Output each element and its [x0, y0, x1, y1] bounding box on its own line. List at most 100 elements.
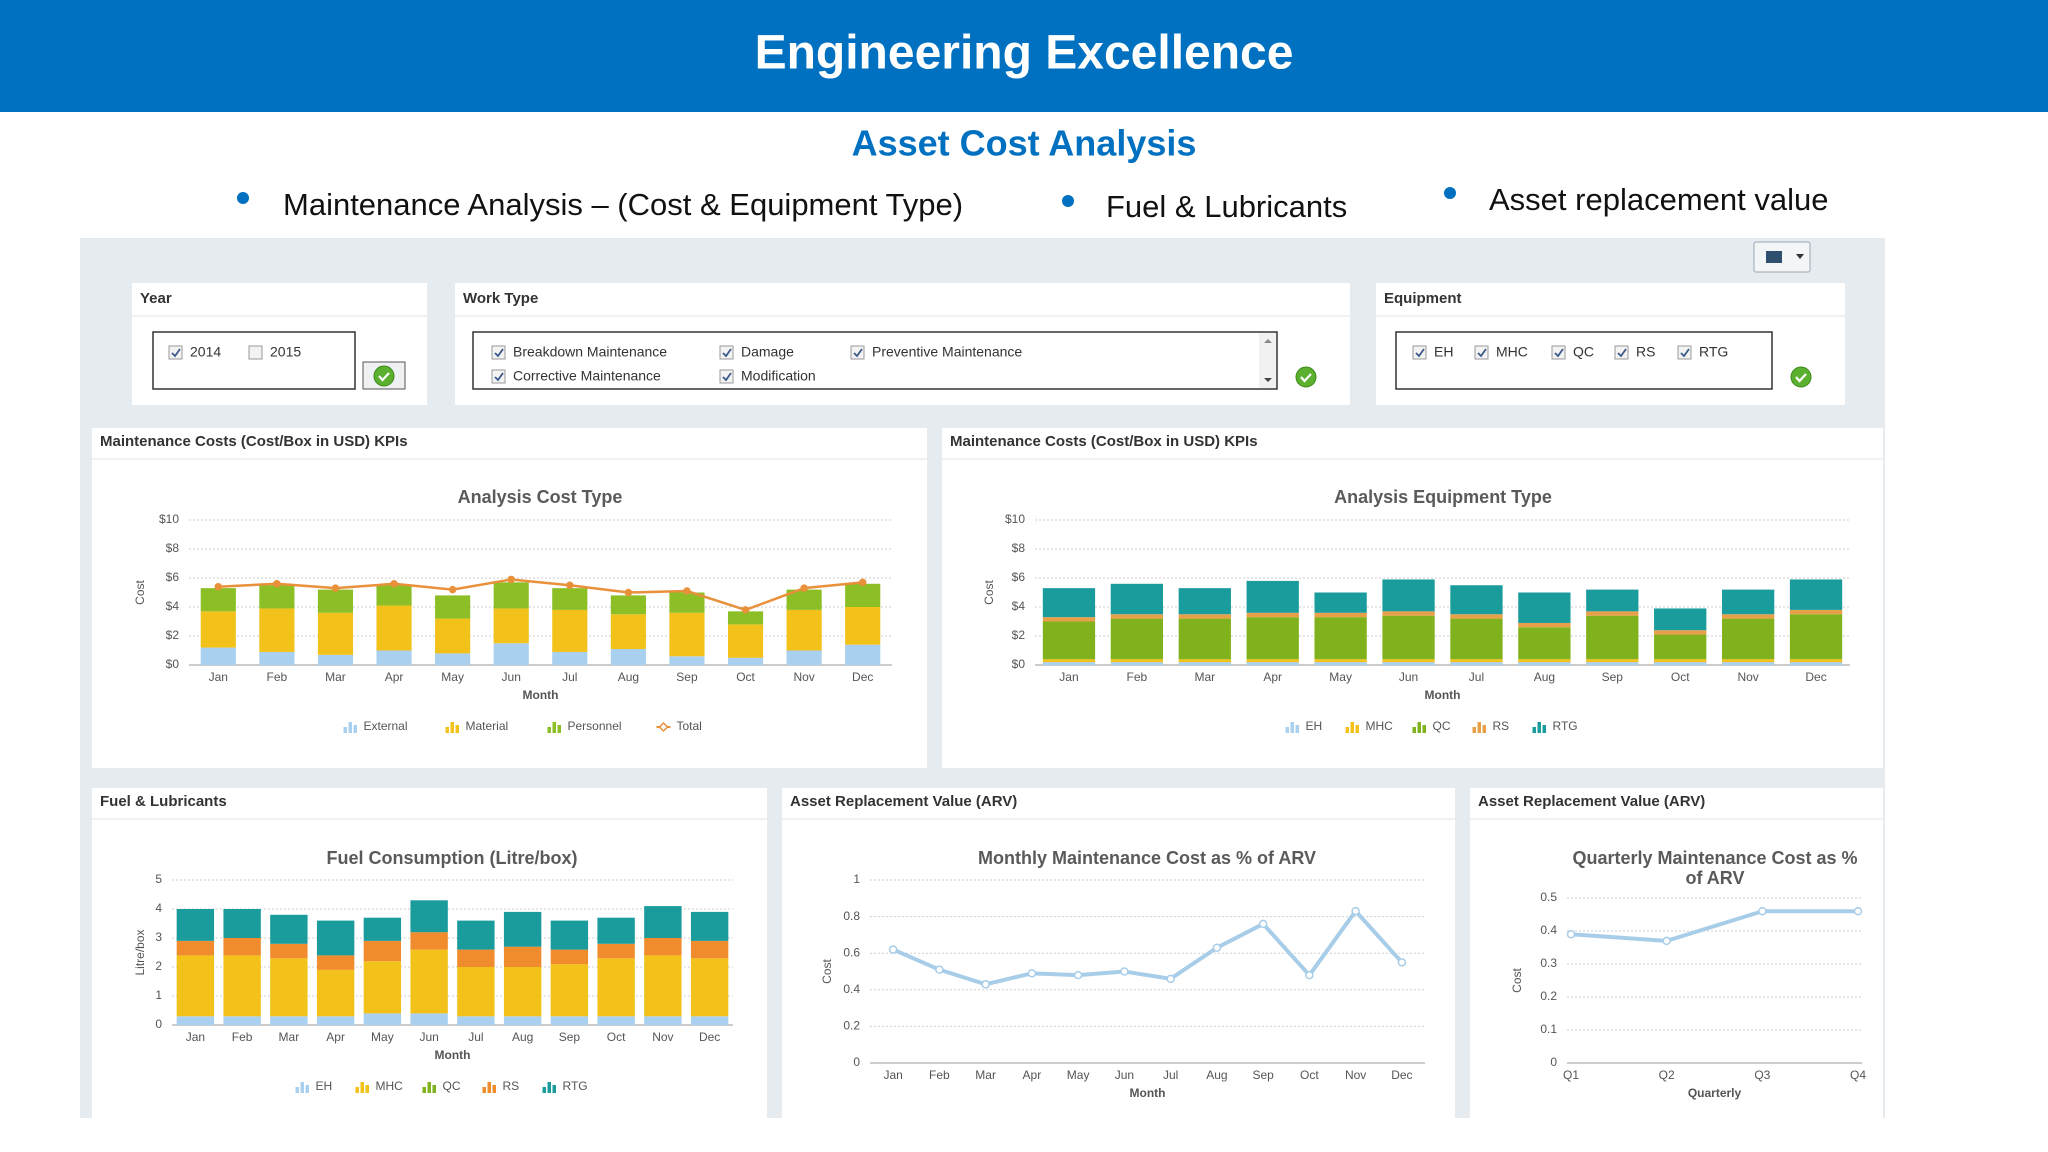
filter-box	[472, 331, 1278, 390]
checkbox[interactable]	[168, 345, 183, 360]
checkbox[interactable]	[850, 345, 865, 360]
y-tick-label: 0	[155, 1017, 162, 1031]
y-tick-label: $0	[1012, 657, 1026, 671]
legend-icon	[432, 1085, 436, 1093]
bar-segment	[1721, 659, 1775, 663]
bar-segment	[1382, 615, 1435, 660]
scrollbar	[1259, 333, 1276, 388]
legend-label: RS	[1493, 719, 1510, 733]
apply-button[interactable]	[1790, 366, 1812, 388]
bar-segment	[223, 1016, 261, 1025]
bar-segment	[552, 588, 588, 610]
legend-icon	[450, 722, 454, 733]
checkbox-tick	[1477, 348, 1487, 358]
bar-segment	[435, 618, 471, 654]
checkbox-tick	[1617, 348, 1627, 358]
chart-title: Quarterly Maintenance Cost as % of ARV	[1572, 848, 1858, 888]
line-marker	[566, 581, 574, 589]
legend-icon	[1532, 727, 1536, 733]
legend-label: Material	[466, 719, 509, 733]
bar-segment	[493, 643, 529, 665]
bar-segment	[176, 940, 215, 956]
legend-icon	[552, 722, 556, 733]
x-tick-label: Jul	[562, 670, 577, 684]
x-tick-label: Mar	[325, 670, 346, 684]
legend-label: Total	[677, 719, 702, 733]
apply-button[interactable]	[373, 365, 395, 387]
x-axis-title: Month	[1130, 1086, 1166, 1100]
checkbox[interactable]	[1412, 345, 1427, 360]
checkbox[interactable]	[248, 345, 263, 360]
checkbox[interactable]	[719, 369, 734, 384]
bar-segment	[457, 967, 495, 1017]
checkbox[interactable]	[1474, 345, 1489, 360]
bar-segment	[1654, 662, 1707, 665]
checkbox[interactable]	[1677, 345, 1692, 360]
bar-segment	[1314, 617, 1367, 660]
filter-option: Damage	[741, 344, 794, 360]
bar-segment	[550, 1016, 589, 1025]
bar-segment	[552, 609, 588, 652]
legend-icon	[355, 1087, 359, 1093]
bar-segment	[376, 605, 412, 651]
bar-segment	[727, 611, 764, 625]
bar-segment	[200, 588, 236, 612]
legend-icon	[1477, 722, 1481, 733]
bar-segment	[363, 940, 402, 962]
panel-title: Asset Replacement Value (ARV)	[790, 793, 1017, 810]
export-button[interactable]	[1753, 241, 1811, 273]
filter-title: Year	[140, 290, 172, 307]
line-marker	[800, 584, 808, 592]
x-tick-label: Sep	[1252, 1068, 1274, 1082]
legend-icon	[547, 1082, 551, 1093]
legend-icon	[300, 1082, 304, 1093]
bar-segment	[1382, 611, 1435, 616]
bullet-text: Asset replacement value	[1489, 182, 1828, 217]
checkbox[interactable]	[491, 345, 506, 360]
bar-segment	[1042, 659, 1096, 663]
legend-icon	[422, 1087, 426, 1093]
line-marker	[1166, 974, 1175, 984]
x-tick-label: Sep	[1602, 670, 1624, 684]
apply-check	[1795, 373, 1807, 383]
x-tick-label: Aug	[618, 670, 639, 684]
checkbox[interactable]	[719, 345, 734, 360]
bar-segment	[270, 914, 308, 944]
scroll-up	[1264, 339, 1272, 343]
legend-label: RTG	[563, 1079, 588, 1093]
bar-segment	[270, 1016, 308, 1025]
legend-icon	[557, 725, 561, 733]
bar-segment	[223, 909, 261, 938]
line-marker	[390, 580, 398, 588]
y-tick-label: 0.4	[1540, 923, 1557, 937]
line-series	[218, 578, 863, 612]
checkbox[interactable]	[1551, 345, 1566, 360]
bar-segment	[176, 909, 215, 941]
x-tick-label: Apr	[1023, 1068, 1042, 1082]
bar-segment	[845, 583, 881, 607]
bar-segment	[259, 651, 295, 665]
export-icon	[1766, 251, 1782, 263]
y-tick-label: $8	[1012, 541, 1026, 555]
x-tick-label: Q3	[1754, 1068, 1770, 1082]
checkbox[interactable]	[1614, 345, 1629, 360]
apply-button[interactable]	[1295, 366, 1317, 388]
bar-segment	[1518, 662, 1571, 665]
x-tick-label: Mar	[1194, 670, 1215, 684]
bar-segment	[1518, 622, 1571, 628]
y-tick-label: $8	[166, 541, 180, 555]
legend-icon	[360, 1082, 364, 1093]
y-tick-label: 0.2	[1540, 989, 1557, 1003]
bar-segment	[200, 611, 236, 648]
bar-segment	[1314, 662, 1367, 665]
bar-segment	[552, 651, 588, 665]
checkbox[interactable]	[491, 369, 506, 384]
bar-segment	[1314, 659, 1367, 663]
bar-segment	[597, 958, 635, 1017]
legend-icon	[487, 1082, 491, 1093]
bar-segment	[493, 608, 529, 644]
bar-segment	[644, 938, 682, 956]
bar-segment	[503, 911, 542, 947]
legend-label: MHC	[1366, 719, 1394, 733]
bar-segment	[1246, 662, 1299, 665]
